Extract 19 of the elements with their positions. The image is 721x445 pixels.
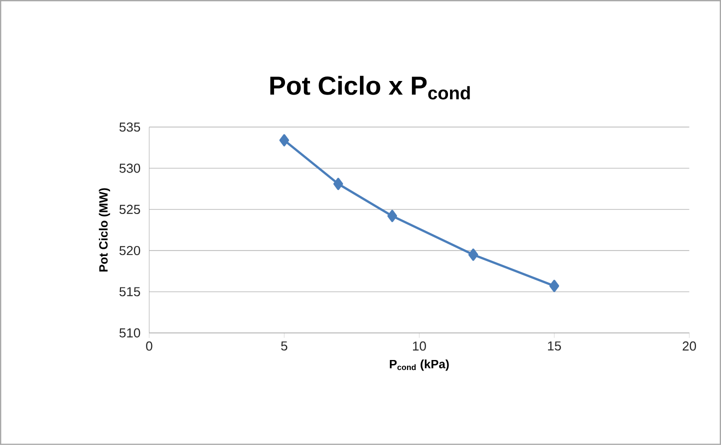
x-tick-label: 0 [146, 341, 152, 351]
x-tick-label: 20 [682, 341, 696, 351]
x-tick-label: 15 [548, 341, 561, 351]
x-axis-title: P$_{cond}$ (kPa) [390, 360, 449, 371]
point [279, 134, 290, 146]
chart-title: Pot Ciclo x P$_{cond}$ [270, 76, 470, 100]
point [333, 178, 344, 190]
y-tick-label: 520 [119, 246, 140, 256]
x-tick-label: 5 [281, 341, 288, 351]
y-tick-label: 525 [119, 204, 140, 214]
y-axis-title: Pot Ciclo (MW) [98, 188, 110, 272]
point [468, 248, 478, 261]
point [387, 210, 398, 222]
y-tick-label: 535 [119, 122, 140, 132]
y-tick-label: 530 [119, 164, 140, 173]
y-tick-label: 515 [119, 287, 140, 296]
y-tick-label: 510 [119, 328, 140, 338]
point [549, 280, 560, 292]
x-tick-label: 10 [412, 341, 426, 351]
